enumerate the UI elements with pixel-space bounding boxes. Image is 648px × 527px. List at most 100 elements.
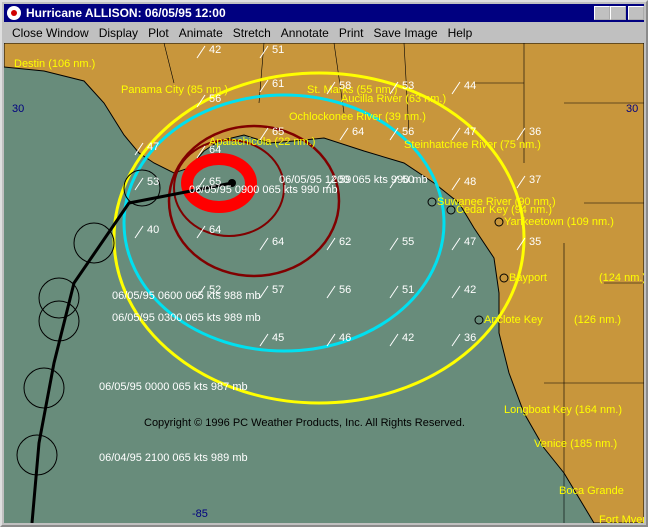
wind-speed: 42 bbox=[209, 44, 221, 56]
wind-arrow bbox=[389, 81, 399, 95]
wind-speed: 51 bbox=[402, 284, 414, 296]
wind-arrow bbox=[259, 127, 269, 141]
wind-speed: 47 bbox=[147, 141, 159, 153]
track-circles bbox=[16, 169, 161, 476]
place-label: Apalachicola (22 nm.) bbox=[209, 136, 315, 148]
wind-arrow bbox=[516, 127, 526, 141]
wind-speed: 45 bbox=[272, 332, 284, 344]
wind-speed: 59 bbox=[339, 174, 351, 186]
wind-speed: 36 bbox=[464, 332, 476, 344]
track-label: 06/05/95 0900 065 kts 990 mb bbox=[189, 184, 338, 196]
radius-red bbox=[181, 153, 257, 213]
track-label: 06/05/95 1200 065 kts 990 mb bbox=[279, 174, 428, 186]
wind-speed: 40 bbox=[147, 224, 159, 236]
wind-arrow bbox=[134, 225, 144, 239]
storm-track bbox=[30, 181, 233, 523]
place-label: Yankeetown (109 nm.) bbox=[504, 216, 614, 228]
place-label: (126 nm.) bbox=[574, 314, 621, 326]
menu-item[interactable]: Plot bbox=[148, 26, 169, 40]
wind-speed: 56 bbox=[402, 126, 414, 138]
wind-speed: 51 bbox=[272, 44, 284, 56]
wind-arrow bbox=[259, 45, 269, 59]
wind-speed: 64 bbox=[352, 126, 364, 138]
place-label: Fort Myers bbox=[599, 514, 644, 523]
wind-speed: 62 bbox=[339, 236, 351, 248]
menu-item[interactable]: Stretch bbox=[232, 26, 271, 40]
track-label: 06/05/95 0000 065 kts 987 mb bbox=[99, 381, 248, 393]
storm-center bbox=[228, 179, 236, 187]
menu-item[interactable]: Animate bbox=[178, 26, 223, 40]
place-label: Boca Grande bbox=[559, 485, 624, 497]
wind-speed: 52 bbox=[209, 284, 221, 296]
place-marker bbox=[446, 205, 456, 215]
place-marker bbox=[494, 217, 504, 227]
wind-arrow bbox=[516, 175, 526, 189]
grid-label: 30 bbox=[12, 103, 24, 115]
menu-item[interactable]: Display bbox=[98, 26, 139, 40]
wind-speed: 47 bbox=[464, 126, 476, 138]
wind-arrow bbox=[326, 175, 336, 189]
maximize-button[interactable] bbox=[610, 6, 626, 20]
place-label: Steinhatchee River (75 nm.) bbox=[404, 139, 541, 151]
wind-arrow bbox=[134, 142, 144, 156]
wind-speed: 48 bbox=[464, 176, 476, 188]
place-label: Longboat Key (164 nm.) bbox=[504, 404, 622, 416]
wind-speed: 65 bbox=[209, 176, 221, 188]
place-label: Anclote Key bbox=[484, 314, 543, 326]
place-marker bbox=[427, 197, 437, 207]
labels: Destin (106 nm.) Panama City (85 nm.) St. … bbox=[12, 44, 644, 523]
app-icon bbox=[7, 6, 21, 20]
menu-bar: Close Window Display Plot Animate Stretch Ann… bbox=[4, 24, 644, 42]
wind-speed: 56 bbox=[209, 93, 221, 105]
wind-arrow bbox=[196, 45, 206, 59]
wind-arrow bbox=[339, 127, 349, 141]
place-label: Cedar Key (94 nm.) bbox=[456, 204, 552, 216]
wind-speed: 57 bbox=[272, 284, 284, 296]
wind-arrow bbox=[196, 177, 206, 191]
land bbox=[4, 43, 644, 523]
wind-arrow bbox=[326, 333, 336, 347]
wind-arrow bbox=[259, 237, 269, 251]
wind-speed: 36 bbox=[529, 126, 541, 138]
minimize-button[interactable] bbox=[594, 6, 610, 20]
wind-arrow bbox=[196, 225, 206, 239]
wind-speed: 37 bbox=[529, 174, 541, 186]
menu-item[interactable]: Help bbox=[447, 26, 473, 40]
wind-speed: 58 bbox=[339, 80, 351, 92]
place-label: Ochlockonee River (39 nm.) bbox=[289, 111, 426, 123]
menu-item[interactable]: Print bbox=[338, 26, 364, 40]
track-label: 06/05/95 0300 065 kts 989 mb bbox=[112, 312, 261, 324]
menu-item[interactable]: Save Image bbox=[373, 26, 438, 40]
title-bar: Hurricane ALLISON: 06/05/95 12:00 bbox=[4, 4, 644, 22]
wind-arrow bbox=[259, 333, 269, 347]
window-title: Hurricane ALLISON: 06/05/95 12:00 bbox=[26, 6, 226, 20]
close-button[interactable] bbox=[628, 6, 644, 20]
wind-speed: 46 bbox=[339, 332, 351, 344]
wind-arrow bbox=[451, 177, 461, 191]
place-label: Destin (106 nm.) bbox=[14, 58, 95, 70]
wind-speed: 65 bbox=[272, 126, 284, 138]
wind-speed: 61 bbox=[272, 78, 284, 90]
menu-item[interactable]: Close Window bbox=[12, 26, 89, 40]
wind-arrow bbox=[259, 285, 269, 299]
wind-speed: 53 bbox=[402, 80, 414, 92]
menu-item[interactable]: Annotate bbox=[280, 26, 329, 40]
place-label: Bayport bbox=[509, 272, 547, 284]
place-marker bbox=[499, 273, 509, 283]
wind-speed: 56 bbox=[339, 284, 351, 296]
radius-darkred bbox=[167, 124, 341, 278]
track-label: 06/04/95 2100 065 kts 989 mb bbox=[99, 452, 248, 464]
place-label: Panama City (85 nm.) bbox=[121, 84, 228, 96]
track-label: 06/05/95 0600 065 kts 988 mb bbox=[112, 290, 261, 302]
radius-yellow bbox=[112, 71, 526, 405]
wind-arrow bbox=[326, 285, 336, 299]
grid-label: 30 bbox=[626, 103, 638, 115]
wind-arrow bbox=[451, 127, 461, 141]
wind-arrow bbox=[516, 237, 526, 251]
wind-speed: 64 bbox=[272, 236, 284, 248]
wind-arrow bbox=[451, 333, 461, 347]
wind-speed: 64 bbox=[209, 144, 221, 156]
wind-speed: 44 bbox=[464, 80, 476, 92]
wind-speed: 42 bbox=[464, 284, 476, 296]
